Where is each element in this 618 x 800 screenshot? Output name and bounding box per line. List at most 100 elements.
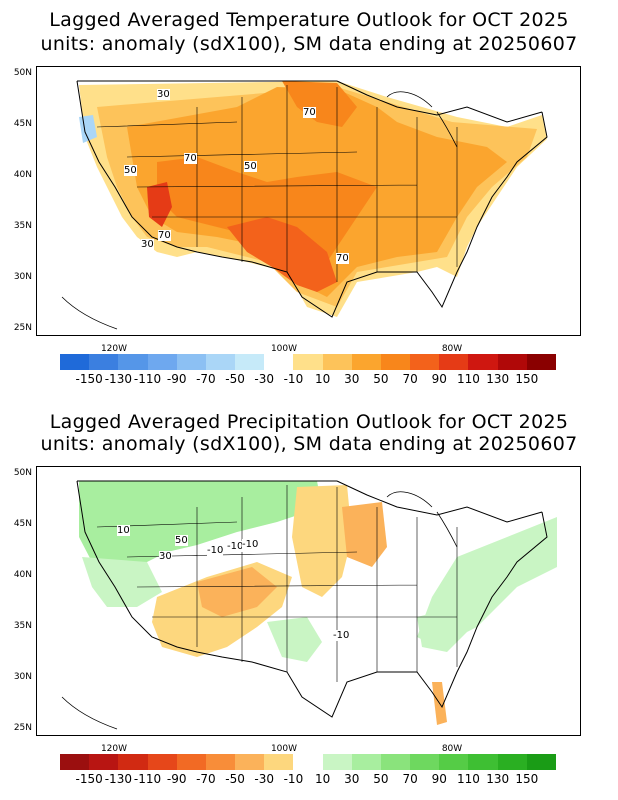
contour-label: -10 bbox=[227, 541, 244, 552]
precip-anomaly-wet-nw bbox=[79, 481, 322, 577]
colorbar-tick-label: -50 bbox=[225, 372, 245, 386]
contour-label: 10 bbox=[117, 525, 130, 536]
colorbar-tick-label: 110 bbox=[457, 772, 480, 786]
colorbar-tick-label: -10 bbox=[283, 372, 304, 386]
precipitation-colorbar bbox=[60, 754, 556, 770]
colorbar-swatch bbox=[118, 354, 148, 370]
colorbar-swatch bbox=[380, 354, 411, 370]
colorbar-swatch bbox=[468, 354, 498, 370]
lat-label: 30N bbox=[13, 672, 32, 682]
precipitation-map-graphic bbox=[61, 480, 557, 730]
lat-label: 35N bbox=[13, 221, 32, 231]
contour-label: 70 bbox=[303, 107, 316, 118]
colorbar-swatch bbox=[439, 754, 469, 770]
colorbar-swatch bbox=[147, 754, 177, 770]
colorbar-swatch bbox=[205, 754, 236, 770]
temperature-map: 30 70 70 50 50 70 30 70 bbox=[36, 66, 581, 336]
contour-label: 30 bbox=[159, 551, 172, 562]
lon-label: 100W bbox=[270, 744, 298, 754]
contour-label: 70 bbox=[336, 253, 349, 264]
contour-label: 30 bbox=[157, 89, 170, 100]
precipitation-title-line1: Lagged Averaged Precipitation Outlook fo… bbox=[49, 411, 569, 433]
precip-anomaly-wet-south bbox=[267, 617, 322, 662]
lat-label: 45N bbox=[13, 119, 32, 129]
lat-label: 45N bbox=[13, 519, 32, 529]
colorbar-tick-label: -150 bbox=[75, 372, 103, 386]
colorbar-tick-label: 30 bbox=[344, 372, 360, 386]
colorbar-swatch bbox=[205, 354, 236, 370]
colorbar-swatch bbox=[235, 754, 265, 770]
contour-label: 50 bbox=[244, 161, 257, 172]
colorbar-swatch bbox=[235, 354, 265, 370]
colorbar-swatch bbox=[468, 754, 498, 770]
colorbar-swatch bbox=[322, 754, 352, 770]
coastline-features bbox=[61, 91, 458, 330]
lat-label: 35N bbox=[13, 621, 32, 631]
colorbar-swatch bbox=[264, 754, 294, 770]
lon-label: 80W bbox=[441, 744, 463, 754]
contour-label: 70 bbox=[184, 153, 197, 164]
precipitation-colorbar-labels: -150 -130 -110 -90 -70 -50 -30 -10 10 30 50 70 90 110… bbox=[60, 772, 556, 786]
colorbar-swatch bbox=[176, 754, 206, 770]
temp-anomaly-90-110 bbox=[227, 217, 337, 292]
contour-label: -10 bbox=[333, 630, 350, 641]
contour-label: 50 bbox=[175, 535, 188, 546]
colorbar-tick-label: -70 bbox=[196, 772, 216, 786]
lon-label: 100W bbox=[270, 344, 298, 354]
colorbar-tick-label: 50 bbox=[373, 372, 389, 386]
colorbar-tick-label: 150 bbox=[515, 372, 539, 386]
state-lines bbox=[96, 85, 458, 282]
lon-label: 80W bbox=[441, 344, 463, 354]
colorbar-tick-label: 90 bbox=[431, 372, 447, 386]
colorbar-swatch bbox=[322, 354, 352, 370]
colorbar-tick-label: 130 bbox=[486, 772, 510, 786]
lat-label: 25N bbox=[13, 323, 32, 333]
colorbar-tick-label: 90 bbox=[431, 772, 447, 786]
colorbar-swatch bbox=[526, 354, 556, 370]
contour-label: -10 bbox=[207, 545, 224, 556]
lat-label: 50N bbox=[13, 68, 32, 78]
lat-label: 50N bbox=[13, 468, 32, 478]
colorbar-tick-label: -110 bbox=[133, 772, 162, 786]
lat-label: 40N bbox=[13, 170, 32, 180]
precip-anomaly-dry-sw-core bbox=[197, 567, 277, 617]
colorbar-tick-label: -10 bbox=[283, 772, 304, 786]
colorbar-tick-label: -150 bbox=[75, 772, 103, 786]
colorbar-tick-label: -90 bbox=[166, 772, 187, 786]
colorbar-swatch bbox=[410, 354, 440, 370]
colorbar-tick-label: -110 bbox=[133, 372, 162, 386]
colorbar-tick-label: 50 bbox=[373, 772, 389, 786]
us-outline bbox=[76, 80, 548, 318]
temperature-title-line2: units: anomaly (sdX100), SM data ending … bbox=[40, 33, 578, 55]
colorbar-tick-label: -50 bbox=[225, 772, 245, 786]
colorbar-tick-label: -30 bbox=[254, 772, 275, 786]
colorbar-swatch bbox=[380, 754, 411, 770]
colorbar-swatch bbox=[293, 754, 323, 770]
colorbar-tick-label: -30 bbox=[254, 372, 275, 386]
colorbar-tick-label: 70 bbox=[402, 772, 418, 786]
temperature-title-line1: Lagged Averaged Temperature Outlook for … bbox=[49, 9, 569, 31]
temperature-colorbar-labels: -150 -130 -110 -90 -70 -50 -30 -10 10 30 50 70 90 110… bbox=[60, 372, 556, 386]
contour-label: 70 bbox=[158, 230, 171, 241]
contour-label: 50 bbox=[124, 165, 137, 176]
coastline-features bbox=[61, 491, 458, 730]
colorbar-swatch bbox=[497, 754, 527, 770]
us-outline bbox=[76, 480, 548, 718]
contour-label: 30 bbox=[141, 239, 154, 250]
lon-label: 120W bbox=[100, 744, 128, 754]
temperature-panel: Lagged Averaged Temperature Outlook for … bbox=[13, 9, 581, 386]
colorbar-tick-label: 110 bbox=[457, 372, 480, 386]
colorbar-swatch bbox=[497, 354, 527, 370]
lat-label: 25N bbox=[13, 723, 32, 733]
contour-label: -10 bbox=[242, 539, 259, 550]
temp-anomaly-70-90-north bbox=[282, 81, 357, 127]
temperature-colorbar bbox=[60, 354, 556, 370]
precip-anomaly-wet-nw-light bbox=[82, 557, 162, 607]
colorbar-tick-label: 130 bbox=[486, 372, 510, 386]
colorbar-swatch bbox=[89, 354, 119, 370]
colorbar-tick-label: -130 bbox=[104, 372, 132, 386]
lat-label: 40N bbox=[13, 570, 32, 580]
precipitation-map: 10 50 30 -10 -10 -10 -10 bbox=[36, 466, 581, 736]
colorbar-swatch bbox=[60, 754, 90, 770]
temperature-map-graphic bbox=[61, 80, 548, 330]
